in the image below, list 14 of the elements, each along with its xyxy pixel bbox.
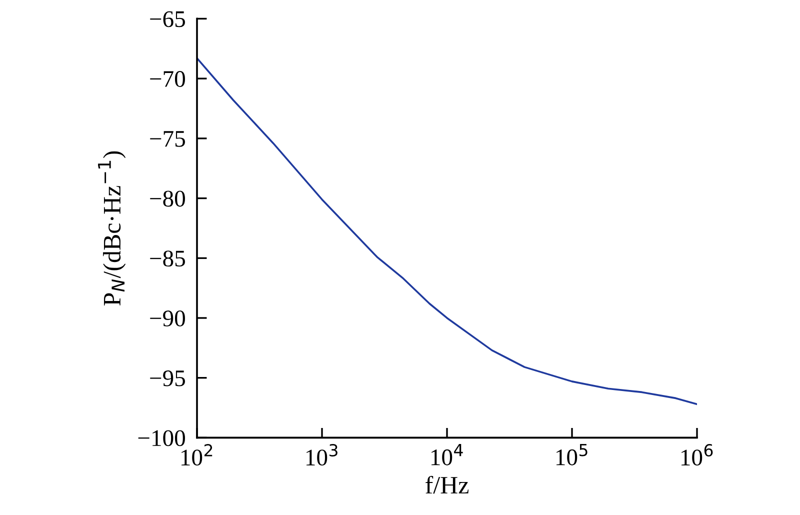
x-tick-label: 10$^{3}$ (306, 444, 338, 466)
y-tick-label: −85 (150, 250, 185, 267)
x-tick-label: 10$^{6}$ (681, 444, 713, 466)
y-axis-title: P$_{N}$/(dBc·Hz$^{−1}$) (98, 151, 126, 306)
y-tick-label: −65 (150, 11, 185, 28)
y-tick-label: −90 (150, 310, 185, 326)
y-tick-label: −95 (150, 370, 185, 386)
y-tick-label: −80 (150, 190, 185, 207)
y-tick-label: −75 (150, 131, 185, 147)
x-axis-title: f/Hz (426, 476, 469, 494)
y-tick-label: −70 (150, 71, 185, 87)
x-tick-label: 10$^{5}$ (556, 444, 588, 466)
y-tick-label: −100 (138, 430, 185, 446)
x-tick-label: 10$^{4}$ (431, 444, 463, 466)
